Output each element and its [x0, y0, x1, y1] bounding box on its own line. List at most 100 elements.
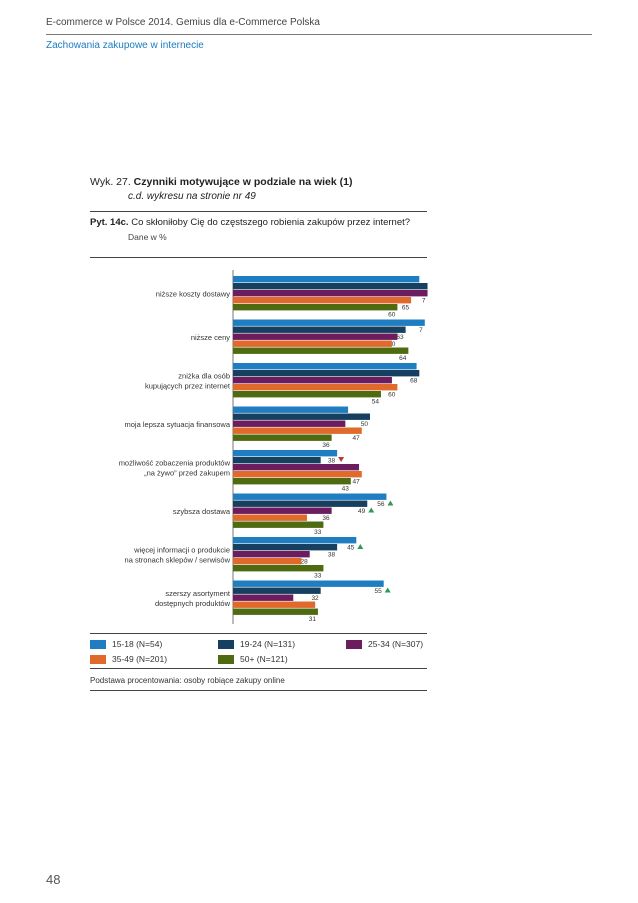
data-label: 38 [328, 458, 336, 465]
figure-title-text: Czynniki motywujące w podziale na wiek (… [133, 176, 353, 188]
category-label: „na żywo” przed zakupem [144, 469, 230, 478]
bar [233, 514, 307, 521]
bar [233, 551, 310, 558]
legend-label: 15-18 (N=54) [112, 639, 163, 649]
category-label: możliwość zobaczenia produktów [119, 459, 231, 468]
header-rule [46, 34, 592, 35]
data-label: 60 [388, 341, 396, 348]
legend-label: 35-49 (N=201) [112, 654, 168, 664]
page-section-title: Zachowania zakupowe w internecie [46, 40, 204, 51]
category-label: zniżka dla osób [178, 372, 230, 381]
data-label: 33 [314, 573, 322, 580]
data-label: 38 [328, 552, 336, 559]
bar [233, 347, 409, 354]
data-label: 43 [342, 486, 350, 493]
bar [233, 420, 346, 427]
category-label: niższe ceny [191, 333, 230, 342]
bar [233, 413, 370, 420]
footnote-rule [90, 690, 427, 691]
category-label: na stronach sklepów / serwisów [125, 556, 231, 565]
up-marker-icon [357, 544, 364, 549]
bar [233, 370, 420, 377]
question-label: Pyt. 14c. [90, 217, 129, 228]
bar [233, 304, 398, 311]
bar [233, 276, 420, 283]
question-text: Co skłoniłoby Cię do częstszego robienia… [131, 217, 411, 228]
data-label: 49 [358, 508, 366, 515]
down-marker-icon [338, 457, 345, 462]
bar [233, 457, 321, 464]
data-label: 36 [322, 442, 330, 449]
up-marker-icon [368, 507, 375, 513]
legend-swatch [90, 640, 106, 649]
data-label: 63 [396, 334, 404, 341]
figure-title: Wyk. 27. Czynniki motywujące w podziale … [90, 176, 352, 188]
bar [233, 537, 357, 544]
page-header-title: E-commerce w Polsce 2014. Gemius dla e-C… [46, 17, 320, 28]
bar [233, 427, 362, 434]
legend-label: 25-34 (N=307) [368, 639, 424, 649]
data-label: 64 [399, 355, 407, 362]
bar [233, 283, 428, 290]
bar [233, 450, 338, 457]
data-label: 54 [372, 399, 380, 406]
category-label: moja lepsza sytuacja finansowa [125, 420, 231, 429]
legend-swatch [90, 655, 106, 664]
legend-swatch [218, 640, 234, 649]
category-label: szybsza dostawa [173, 507, 231, 516]
legend-label: 50+ (N=121) [240, 654, 288, 664]
data-label: 47 [353, 435, 361, 442]
data-label: 55 [374, 588, 382, 595]
bar [233, 434, 332, 441]
data-label: 7 [419, 327, 423, 334]
bar [233, 500, 368, 507]
data-label: 32 [311, 595, 319, 602]
up-marker-icon [384, 587, 391, 593]
bar [233, 493, 387, 500]
bar [233, 478, 351, 485]
data-label: 7 [422, 298, 426, 305]
legend-swatch [218, 655, 234, 664]
data-label: 65 [402, 305, 410, 312]
bar [233, 521, 324, 528]
unit-label: Dane w % [128, 232, 167, 242]
category-label: kupujących przez internet [145, 382, 231, 391]
legend-rule-top [90, 633, 427, 634]
bar [233, 558, 302, 565]
bar [233, 391, 381, 398]
category-label: więcej informacji o produkcie [133, 546, 230, 555]
legend-rule-bottom [90, 668, 427, 669]
bar [233, 507, 332, 514]
bar [233, 290, 428, 297]
figure-number: Wyk. 27. [90, 176, 131, 188]
bar [233, 384, 398, 391]
bar [233, 544, 338, 551]
data-label: 60 [388, 392, 396, 399]
bar [233, 363, 417, 370]
figure-top-rule [90, 211, 427, 212]
question-rule [90, 257, 427, 258]
bar [233, 377, 392, 384]
legend-swatch [346, 640, 362, 649]
bar [233, 326, 406, 333]
bar-chart: niższe koszty dostawy 68 7 7 65 60 niższe ceny… [119, 270, 428, 624]
data-label: 60 [388, 312, 396, 319]
data-label: 28 [300, 559, 308, 566]
data-label: 45 [347, 545, 355, 552]
bar [233, 580, 384, 587]
category-label: szerszy asortyment [165, 589, 231, 598]
data-label: 33 [314, 529, 322, 536]
bar [233, 340, 392, 347]
bar [233, 608, 318, 615]
category-label: niższe koszty dostawy [156, 290, 230, 299]
data-label: 56 [377, 501, 385, 508]
bar [233, 319, 425, 326]
bar [233, 297, 412, 304]
data-label: 50 [361, 421, 369, 428]
bar [233, 601, 316, 608]
bar [233, 471, 362, 478]
data-label: 36 [322, 515, 330, 522]
legend-label: 19-24 (N=131) [240, 639, 296, 649]
bar [233, 464, 360, 471]
bar [233, 587, 321, 594]
